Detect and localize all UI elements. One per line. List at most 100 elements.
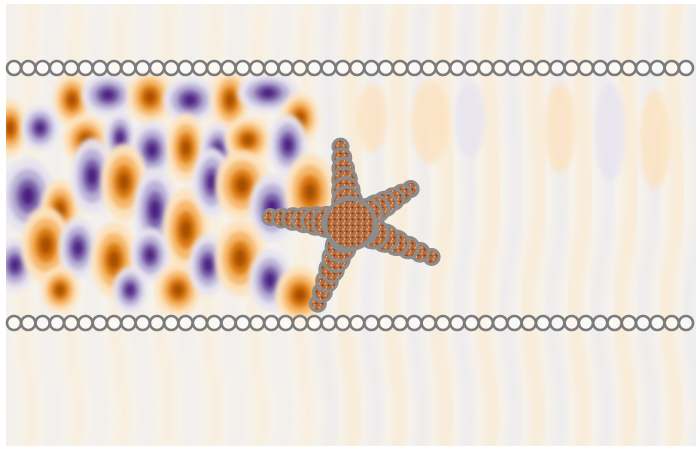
positive-lobe bbox=[411, 80, 449, 164]
chain-bead bbox=[220, 59, 237, 77]
chain-bead bbox=[120, 59, 137, 77]
chain-bead bbox=[263, 314, 280, 332]
chain-bead bbox=[563, 59, 580, 77]
wave-stripe bbox=[385, 4, 407, 446]
positive-lobe bbox=[639, 90, 671, 190]
wave-stripe bbox=[6, 4, 16, 446]
chain-bead bbox=[491, 59, 509, 77]
positive-lobe bbox=[356, 83, 388, 153]
wave-stripe bbox=[592, 4, 614, 446]
wave-stripe bbox=[684, 4, 696, 446]
chain-bead bbox=[277, 314, 294, 332]
chain-bead bbox=[549, 314, 566, 332]
chain-bead bbox=[205, 59, 223, 77]
positive-lobe bbox=[304, 183, 316, 201]
chain-bead bbox=[62, 314, 80, 332]
negative-lobe bbox=[207, 173, 217, 191]
chain-bead bbox=[162, 59, 180, 77]
chain-bead bbox=[320, 59, 337, 77]
chain-bead bbox=[477, 59, 495, 77]
chain-bead bbox=[649, 314, 666, 332]
chain-bead bbox=[663, 314, 681, 332]
chain-bead bbox=[148, 314, 166, 332]
positive-lobe bbox=[40, 236, 52, 254]
chain-bead bbox=[19, 314, 37, 332]
chain-bead bbox=[549, 59, 566, 77]
chain-bead bbox=[48, 59, 66, 77]
chain-bead bbox=[205, 314, 223, 332]
upper-chain bbox=[5, 59, 695, 77]
negative-lobe bbox=[594, 82, 626, 182]
chain-bead bbox=[291, 314, 309, 332]
negative-lobe bbox=[116, 131, 124, 145]
chain-bead bbox=[406, 314, 423, 332]
chain-bead bbox=[234, 314, 252, 332]
chain-bead bbox=[305, 59, 323, 77]
negative-lobe bbox=[183, 94, 197, 106]
chain-bead bbox=[434, 59, 452, 77]
chain-bead bbox=[177, 59, 194, 77]
chain-bead bbox=[248, 59, 266, 77]
chain-bead bbox=[463, 59, 480, 77]
negative-lobe bbox=[35, 122, 45, 134]
positive-lobe bbox=[67, 93, 77, 107]
chain-bead bbox=[291, 59, 309, 77]
wave-stripe bbox=[477, 4, 499, 446]
chain-bead bbox=[563, 314, 580, 332]
positive-lobe bbox=[234, 249, 246, 267]
chain-bead bbox=[134, 59, 151, 77]
positive-lobe bbox=[108, 251, 120, 269]
starfish bbox=[261, 137, 441, 313]
positive-lobe bbox=[172, 283, 184, 297]
chain-bead bbox=[77, 314, 94, 332]
wave-stripe bbox=[454, 4, 476, 446]
chain-bead bbox=[520, 59, 538, 77]
chain-bead bbox=[120, 314, 137, 332]
chain-bead bbox=[363, 59, 380, 77]
chain-bead bbox=[420, 314, 437, 332]
chain-bead bbox=[477, 314, 495, 332]
chain-bead bbox=[406, 59, 423, 77]
positive-lobe bbox=[180, 220, 192, 240]
negative-lobe bbox=[260, 88, 276, 98]
chain-bead bbox=[91, 314, 109, 332]
negative-lobe bbox=[125, 284, 135, 296]
chain-bead bbox=[148, 59, 166, 77]
chain-bead bbox=[134, 314, 151, 332]
wave-stripe bbox=[615, 4, 637, 446]
positive-lobe bbox=[144, 90, 156, 104]
wave-stripe bbox=[638, 4, 660, 446]
wave-stripe bbox=[431, 4, 453, 446]
chain-bead bbox=[649, 59, 666, 77]
positive-lobe bbox=[544, 82, 576, 174]
chain-bead bbox=[234, 59, 252, 77]
chain-bead bbox=[506, 314, 523, 332]
chain-bead bbox=[220, 314, 237, 332]
chain-bead bbox=[634, 314, 652, 332]
chain-bead bbox=[334, 314, 352, 332]
positive-lobe bbox=[6, 121, 15, 135]
chain-bead bbox=[320, 314, 337, 332]
chain-bead bbox=[506, 59, 523, 77]
chain-bead bbox=[677, 59, 695, 77]
chain-bead bbox=[19, 59, 37, 77]
chain-bead bbox=[263, 59, 280, 77]
chain-bead bbox=[248, 314, 266, 332]
chain-bead bbox=[377, 59, 395, 77]
positive-lobe bbox=[235, 176, 249, 194]
negative-lobe bbox=[454, 82, 486, 158]
chain-bead bbox=[663, 59, 681, 77]
negative-lobe bbox=[21, 187, 35, 205]
chain-bead bbox=[162, 314, 180, 332]
chain-bead bbox=[534, 314, 552, 332]
chain-bead bbox=[277, 59, 294, 77]
chain-bead bbox=[105, 59, 123, 77]
wave-stripe bbox=[500, 4, 522, 446]
wave-stripe bbox=[293, 4, 315, 446]
chain-bead bbox=[677, 314, 695, 332]
positive-lobe bbox=[118, 173, 130, 191]
chain-bead bbox=[448, 59, 466, 77]
chain-bead bbox=[420, 59, 437, 77]
